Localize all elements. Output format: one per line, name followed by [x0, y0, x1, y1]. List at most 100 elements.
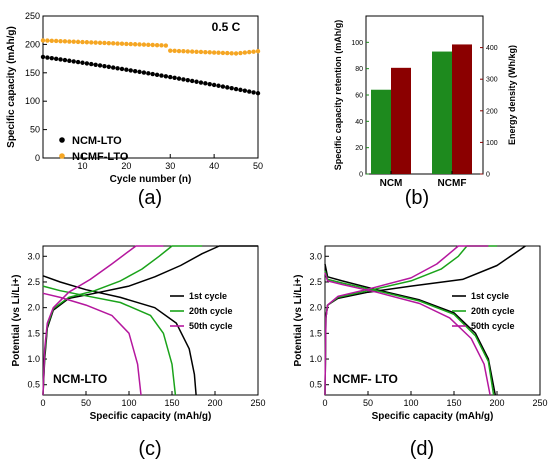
data-point — [71, 59, 76, 64]
y-tick-label: 200 — [486, 108, 498, 115]
data-point — [75, 59, 81, 65]
x-tick-label: 100 — [121, 398, 136, 408]
x-tick-label: 50 — [253, 161, 263, 171]
data-point — [176, 48, 182, 54]
data-point — [194, 49, 199, 54]
data-point — [58, 57, 63, 62]
data-point — [84, 40, 90, 45]
data-point — [154, 72, 160, 78]
legend-label: 1st cycle — [189, 291, 227, 301]
data-point — [53, 38, 59, 44]
x-tick-label: NCMF — [438, 178, 467, 189]
data-point — [150, 71, 155, 77]
data-point — [119, 41, 125, 46]
series-line-charge — [42, 245, 164, 396]
data-point — [89, 40, 94, 45]
data-point — [124, 41, 129, 47]
data-point — [146, 42, 151, 48]
data-point — [97, 63, 103, 68]
data-point — [124, 67, 129, 72]
x-tick-label: 200 — [207, 398, 222, 408]
data-point — [62, 57, 68, 63]
data-point — [251, 90, 256, 95]
data-point — [225, 50, 230, 56]
y-tick-label: 60 — [355, 93, 363, 100]
data-point — [146, 71, 151, 76]
data-point — [203, 81, 208, 86]
y-tick-label: 50 — [30, 125, 40, 135]
data-point — [172, 75, 177, 81]
data-point — [189, 49, 195, 54]
panel-label: (d) — [410, 438, 434, 460]
data-point — [132, 68, 138, 74]
y-tick-label: 40 — [355, 119, 363, 126]
y-tick-label: 250 — [25, 11, 40, 21]
data-point — [220, 50, 226, 56]
bar-energy-density — [452, 44, 472, 174]
y-tick-label: 1.0 — [27, 354, 40, 364]
x-tick-label: 0 — [322, 398, 327, 408]
x-axis-label: Specific capacity (mAh/g) — [90, 411, 212, 422]
data-point — [45, 38, 50, 43]
data-point — [40, 38, 46, 43]
data-point — [93, 40, 98, 45]
data-point — [75, 39, 81, 45]
sample-annotation: NCMF- LTO — [333, 372, 398, 386]
data-point — [119, 66, 125, 72]
x-tick-label: 100 — [403, 398, 418, 408]
data-point — [115, 41, 120, 46]
data-point — [84, 61, 90, 66]
data-point — [141, 42, 147, 47]
data-point — [80, 39, 85, 45]
y-tick-label: 1.5 — [27, 328, 40, 338]
y-tick-label: 200 — [25, 39, 40, 49]
y-tick-label: 2.5 — [309, 277, 322, 287]
data-point — [80, 60, 85, 65]
data-point — [137, 69, 142, 75]
data-point — [255, 91, 261, 96]
data-point — [89, 61, 94, 67]
data-point — [242, 50, 248, 55]
y-tick-label: 0 — [486, 172, 490, 179]
data-point — [163, 43, 169, 48]
legend-label: 20th cycle — [471, 306, 515, 316]
y-tick-label: 300 — [486, 77, 498, 84]
series-line-discharge — [42, 275, 197, 396]
y-axis-label: Specific capacity (mAh/g) — [6, 26, 17, 148]
data-point — [115, 66, 120, 71]
y-tick-label: 20 — [355, 145, 363, 152]
x-tick-label: 0 — [40, 398, 45, 408]
data-point — [247, 49, 252, 55]
plot-frame — [324, 245, 541, 396]
y-tick-label: 2.0 — [309, 303, 322, 313]
legend-marker — [59, 137, 65, 143]
x-tick-label: 30 — [165, 161, 175, 171]
bar-energy-density — [391, 67, 411, 174]
y-tick-label: 0.5 — [309, 380, 322, 390]
data-point — [106, 64, 112, 70]
x-tick-label: 10 — [77, 161, 87, 171]
series-line-discharge — [42, 292, 142, 396]
rate-annotation: 0.5 C — [212, 20, 241, 34]
data-point — [106, 40, 112, 46]
y-tick-label: 100 — [25, 96, 40, 106]
legend-label: 50th cycle — [471, 321, 515, 331]
panel-b: 0 20 40 60 80 100 0 100 200 300 400 NCM NCMF Specific… — [333, 15, 517, 209]
panel-label: (a) — [138, 187, 162, 209]
data-point — [58, 38, 63, 44]
x-tick-label: 50 — [81, 398, 91, 408]
data-point — [102, 40, 107, 46]
y-tick-label: 3.0 — [309, 251, 322, 261]
x-axis-label: Specific capacity (mAh/g) — [372, 411, 494, 422]
data-point — [216, 83, 221, 88]
x-tick-label: 250 — [250, 398, 265, 408]
x-tick-label: 40 — [209, 161, 219, 171]
data-point — [198, 49, 204, 55]
series-line-discharge — [324, 270, 495, 396]
x-tick-label: 150 — [164, 398, 179, 408]
y-tick-label: 2.5 — [27, 277, 40, 287]
legend-label: 50th cycle — [189, 321, 233, 331]
y-tick-label: 1.5 — [309, 328, 322, 338]
data-point — [176, 76, 182, 81]
data-point — [225, 85, 230, 90]
